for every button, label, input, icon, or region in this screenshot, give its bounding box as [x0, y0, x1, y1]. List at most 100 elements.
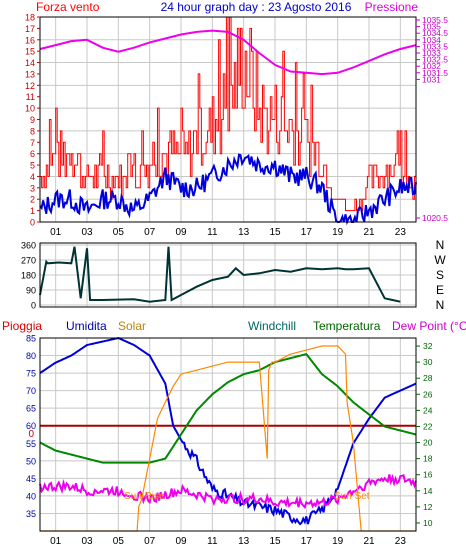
- header-left-label: Forza vento: [36, 0, 100, 14]
- series-solar-line: [40, 345, 416, 532]
- y-tick-label-left: 4: [30, 172, 35, 182]
- sunrise-label: Sun Rise: [124, 491, 165, 502]
- y-tick-label-right: 32: [423, 341, 433, 351]
- y-tick-label-left: 270: [21, 256, 36, 266]
- y-tick-label-right: 16: [423, 470, 433, 480]
- x-tick-label: 21: [363, 536, 375, 547]
- x-tick-label: 01: [50, 536, 62, 547]
- y-tick-label-left: 0: [31, 301, 36, 311]
- sunset-label: Sun Set: [334, 491, 370, 502]
- header-right-label: Pressione: [365, 0, 419, 14]
- x-tick-label: 23: [395, 227, 407, 238]
- x-tick-label: 17: [301, 227, 313, 238]
- y-tick-label-left: 13: [25, 69, 35, 79]
- y-tick-label-left: 70: [26, 386, 36, 396]
- y-tick-label-right: 1035: [422, 22, 441, 32]
- direction-label: N: [436, 298, 445, 312]
- x-tick-label: 07: [144, 227, 156, 238]
- y-tick-label-right: 1033: [422, 48, 441, 58]
- y-tick-label-right: 1031.5: [422, 68, 448, 78]
- y-tick-label-left: 55: [26, 439, 36, 449]
- y-tick-label-left: 7: [30, 138, 35, 148]
- y-tick-label-left: 0: [30, 218, 35, 228]
- y-tick-label-right: 1034.5: [422, 28, 448, 38]
- chart3-frame: [39, 337, 417, 532]
- y-tick-label-right: 30: [423, 357, 433, 367]
- chart2-series: [39, 246, 401, 303]
- chart1-right-ticks: 1020.510311031.510321032.510331033.51034…: [416, 15, 448, 223]
- y-tick-label-left: 12: [25, 81, 35, 91]
- y-tick-label-left: 60: [26, 421, 36, 431]
- y-tick-label-left: 11: [26, 92, 35, 102]
- y-tick-label-left: 85: [26, 334, 36, 344]
- x-tick-label: 09: [175, 536, 187, 547]
- y-tick-label-left: 180: [21, 271, 36, 281]
- chart3-left-ticks: 35 40 45 50 55 60 65 70 75 80 85: [26, 334, 36, 519]
- header-title: 24 hour graph day : 23 Agosto 2016: [161, 0, 352, 14]
- y-tick-label-right: 1020.5: [422, 213, 448, 223]
- x-tick-label: 13: [238, 536, 250, 547]
- chart2-left-ticks: 0 90 180 270 360: [21, 241, 36, 311]
- chart3-x-ticks: 01 03 05 07 09 11 13 15 17 19 21 23: [50, 536, 406, 547]
- x-tick-label: 23: [395, 536, 407, 547]
- x-tick-label: 09: [175, 227, 187, 238]
- legend-temperatura: Temperatura: [313, 319, 381, 333]
- y-tick-label-right: 1032.5: [422, 55, 448, 65]
- x-tick-label: 13: [238, 227, 250, 238]
- y-tick-label-left: 16: [25, 35, 35, 45]
- y-tick-label-left: 90: [26, 286, 36, 296]
- x-tick-label: 05: [113, 536, 125, 547]
- y-tick-label-left: 3: [30, 183, 35, 193]
- direction-label: S: [436, 268, 444, 282]
- zero-label: 0: [28, 429, 34, 440]
- direction-label: W: [434, 253, 446, 267]
- legend-pioggia: Pioggia: [2, 319, 42, 333]
- y-tick-label-left: 80: [26, 351, 36, 361]
- y-tick-label-left: 5: [30, 161, 35, 171]
- x-tick-label: 19: [332, 227, 344, 238]
- y-tick-label-right: 12: [423, 502, 433, 512]
- x-tick-label: 19: [332, 536, 344, 547]
- chart2-frame: [39, 242, 417, 308]
- chart3-right-ticks: 10 12 14 16 18 20 22 24 26 28 30 32: [416, 341, 433, 528]
- y-tick-label-right: 1032: [422, 61, 441, 71]
- y-tick-label-right: 14: [423, 486, 433, 496]
- y-tick-label-left: 45: [26, 474, 36, 484]
- y-tick-label-right: 24: [423, 405, 433, 415]
- y-tick-label-right: 22: [423, 421, 433, 431]
- y-tick-label-left: 65: [26, 404, 36, 414]
- x-tick-label: 03: [81, 536, 93, 547]
- chart1-series: [39, 16, 417, 226]
- direction-label: E: [436, 283, 444, 297]
- y-tick-label-left: 35: [26, 509, 36, 519]
- y-tick-label-left: 15: [25, 47, 35, 57]
- legend-solar: Solar: [118, 319, 146, 333]
- legend-dewpoint: Dew Point (°C): [392, 319, 466, 333]
- y-tick-label-right: 1031: [422, 74, 441, 84]
- chart3-series: [39, 336, 417, 532]
- y-tick-label-left: 8: [30, 126, 35, 136]
- series-wind-direction-line: [39, 246, 401, 303]
- x-tick-label: 01: [50, 227, 62, 238]
- x-tick-label: 11: [207, 536, 218, 547]
- x-tick-label: 21: [363, 227, 375, 238]
- y-tick-label-right: 10: [423, 518, 433, 528]
- y-tick-label-left: 2: [30, 195, 35, 205]
- y-tick-label-left: 50: [26, 456, 36, 466]
- y-tick-label-left: 75: [26, 369, 36, 379]
- legend-windchill: Windchill: [248, 319, 296, 333]
- legend-umidita: Umidita: [66, 319, 107, 333]
- direction-label: N: [436, 238, 445, 252]
- y-tick-label-left: 6: [30, 149, 35, 159]
- y-tick-label-left: 10: [25, 104, 35, 114]
- y-tick-label-right: 26: [423, 389, 433, 399]
- y-tick-label-left: 17: [25, 24, 35, 34]
- series-temperature-line: [39, 352, 417, 464]
- x-tick-label: 15: [269, 227, 281, 238]
- series-dewpoint-line: [39, 473, 417, 510]
- x-tick-label: 03: [81, 227, 93, 238]
- x-tick-label: 11: [207, 227, 218, 238]
